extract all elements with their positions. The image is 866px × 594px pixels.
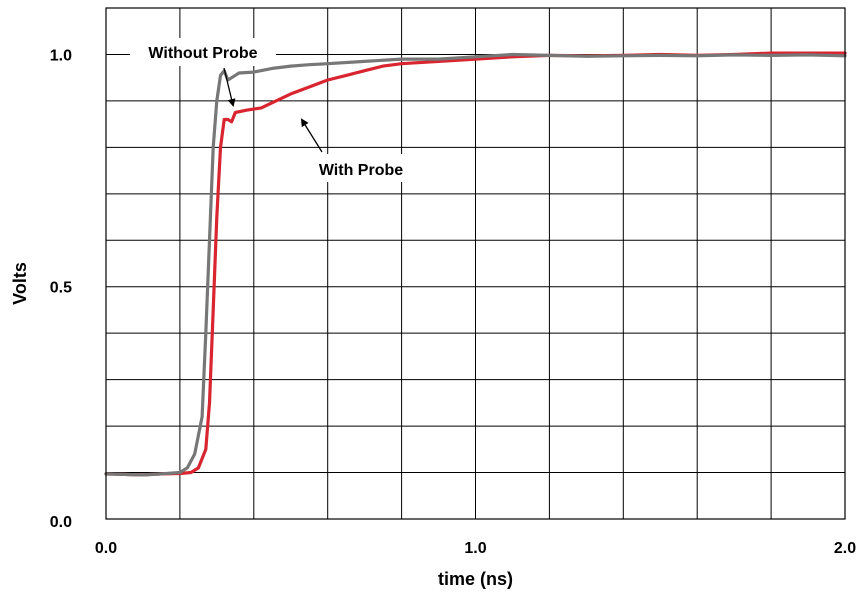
grid xyxy=(106,8,845,519)
annotation-with-probe: With Probe xyxy=(319,162,403,179)
x-axis-label: time (ns) xyxy=(438,569,513,589)
annotations: Without Probe With Probe xyxy=(130,38,419,182)
plot-frame xyxy=(105,7,846,520)
annotation-bg-with-probe xyxy=(303,154,419,182)
series-layer xyxy=(104,51,847,477)
y-axis-label: Volts xyxy=(10,262,30,305)
x-tick-label: 0.0 xyxy=(95,540,117,557)
series-line-without-probe xyxy=(104,52,847,477)
y-tick-label: 1.0 xyxy=(50,47,72,64)
x-tick-label: 2.0 xyxy=(834,540,856,557)
y-tick-label: 0.0 xyxy=(50,514,72,531)
y-tick-label: 0.5 xyxy=(50,280,72,297)
annotation-without-probe: Without Probe xyxy=(148,45,257,62)
annotation-arrow-without-probe xyxy=(223,67,236,107)
annotation-bg-without-probe xyxy=(130,38,276,66)
tick-labels: 0.0 1.0 2.0 0.0 0.5 1.0 xyxy=(50,47,856,557)
x-tick-label: 1.0 xyxy=(464,540,486,557)
annotation-arrow-with-probe xyxy=(300,118,323,153)
